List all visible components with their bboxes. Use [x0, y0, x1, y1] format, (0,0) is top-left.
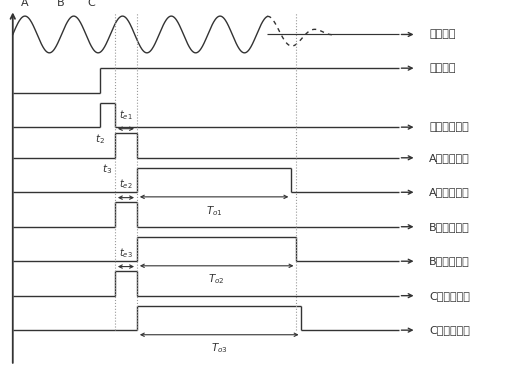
Text: $T_{o2}$: $T_{o2}$: [208, 273, 225, 286]
Text: A相触头分断: A相触头分断: [429, 187, 470, 197]
Text: $T_{o1}$: $T_{o1}$: [206, 204, 222, 218]
Text: 触头电流: 触头电流: [429, 29, 456, 39]
Text: 下电指令: 下电指令: [429, 63, 456, 73]
Text: 同步分闸指令: 同步分闸指令: [429, 122, 469, 132]
Text: $t_{e1}$: $t_{e1}$: [119, 108, 133, 122]
Text: $t_{e3}$: $t_{e3}$: [119, 246, 133, 260]
Text: B相分闸信号: B相分闸信号: [429, 222, 470, 232]
Text: $t_{e2}$: $t_{e2}$: [119, 177, 133, 191]
Text: A相分闸信号: A相分闸信号: [429, 153, 470, 163]
Text: C: C: [87, 0, 95, 8]
Text: A: A: [21, 0, 28, 8]
Text: C相分闸信号: C相分闸信号: [429, 291, 470, 301]
Text: $T_{o3}$: $T_{o3}$: [211, 342, 227, 355]
Text: B相触头分断: B相触头分断: [429, 256, 470, 266]
Text: $t_3$: $t_3$: [102, 162, 112, 176]
Text: B: B: [57, 0, 64, 8]
Text: $t_2$: $t_2$: [95, 132, 105, 146]
Text: C相触头分断: C相触头分断: [429, 325, 470, 335]
